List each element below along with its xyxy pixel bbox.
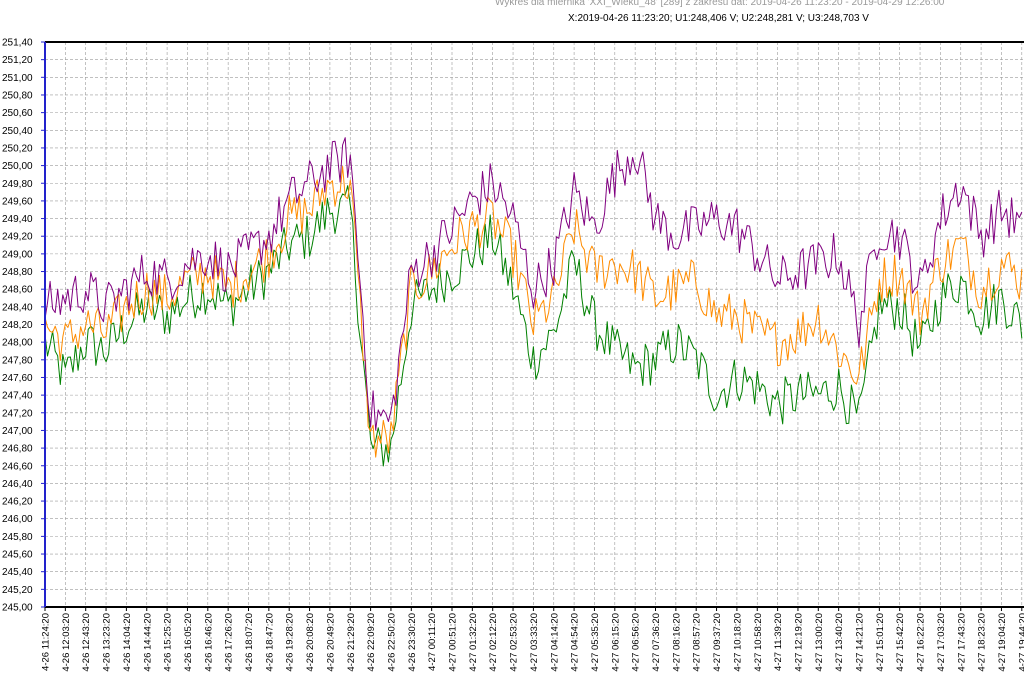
x-tick-label: 4-26 16:46:20 <box>203 613 214 672</box>
x-tick-label: 4-26 18:47:20 <box>264 613 275 672</box>
x-tick-label: 4-26 16:05:20 <box>183 613 194 672</box>
y-tick-label: 245,60 <box>2 550 33 561</box>
y-tick-label: 248,80 <box>2 267 33 278</box>
y-tick-label: 249,00 <box>2 249 33 260</box>
y-tick-label: 246,20 <box>2 497 33 508</box>
series-line-2 <box>44 165 1023 458</box>
y-tick-label: 251,20 <box>2 55 33 66</box>
x-tick-label: 4-26 22:50:20 <box>386 613 397 672</box>
y-tick-label: 249,80 <box>2 179 33 190</box>
x-tick-label: 4-27 18:23:20 <box>977 613 988 672</box>
x-tick-label: 4-27 02:12:20 <box>488 613 499 672</box>
y-tick-label: 247,60 <box>2 373 33 384</box>
y-tick-label: 251,40 <box>2 38 33 49</box>
series-line-1 <box>44 137 1023 431</box>
x-tick-label: 4-27 17:03:20 <box>936 613 947 672</box>
x-tick-label: 4-27 00:11:20 <box>427 613 438 671</box>
y-tick-label: 249,40 <box>2 214 33 225</box>
x-tick-label: 4-27 09:37:20 <box>712 613 723 672</box>
x-tick-label: 4-27 11:39:20 <box>773 613 784 671</box>
x-tick-label: 4-26 20:49:20 <box>325 613 336 672</box>
chart-title: Wykres dla miernika 'XXI_Wieku_48' [289]… <box>495 0 945 8</box>
y-tick-label: 245,20 <box>2 585 33 596</box>
x-tick-label: 4-26 23:30:20 <box>407 613 418 672</box>
x-tick-label: 4-27 07:36:20 <box>651 613 662 672</box>
x-tick-label: 4-26 21:29:20 <box>346 613 357 672</box>
x-tick-label: 4-27 13:40:20 <box>834 613 845 672</box>
y-tick-label: 247,40 <box>2 391 33 402</box>
y-tick-label: 248,40 <box>2 302 33 313</box>
y-tick-label: 250,00 <box>2 161 33 172</box>
x-tick-label: 4-26 22:09:20 <box>366 613 377 672</box>
x-tick-label: 4-26 14:04:20 <box>122 613 133 672</box>
x-tick-label: 4-27 02:53:20 <box>509 613 520 672</box>
y-tick-label: 250,80 <box>2 90 33 101</box>
y-tick-label: 246,60 <box>2 461 33 472</box>
x-tick-label: 4-27 04:14:20 <box>549 613 560 672</box>
y-tick-label: 250,60 <box>2 108 33 119</box>
x-tick-label: 4-27 04:54:20 <box>570 613 581 672</box>
x-tick-label: 4-27 16:22:20 <box>916 613 927 672</box>
series-area <box>44 137 1023 467</box>
cursor-readout: X:2019-04-26 11:23:20; U1:248,406 V; U2:… <box>568 13 869 24</box>
y-tick-label: 249,20 <box>2 232 33 243</box>
x-tick-label: 4-27 17:43:20 <box>956 613 967 672</box>
x-tick-label: 4-26 18:07:20 <box>244 613 255 672</box>
x-tick-label: 4-26 20:08:20 <box>305 613 316 672</box>
x-tick-label: 4-26 15:25:20 <box>163 613 174 672</box>
y-tick-label: 250,20 <box>2 143 33 154</box>
x-tick-label: 4-27 03:33:20 <box>529 613 540 672</box>
x-tick-label: 4-27 15:42:20 <box>895 613 906 672</box>
x-tick-label: 4-27 19:44:20 <box>1017 613 1024 672</box>
y-tick-label: 246,80 <box>2 444 33 455</box>
x-tick-label: 4-27 06:15:20 <box>610 613 621 672</box>
y-tick-label: 251,00 <box>2 73 33 84</box>
x-tick-label: 4-26 12:03:20 <box>61 613 72 672</box>
x-tick-label: 4-27 05:35:20 <box>590 613 601 672</box>
x-tick-label: 4-26 19:28:20 <box>285 613 296 672</box>
x-tick-label: 4-27 08:16:20 <box>671 613 682 672</box>
x-tick-label: 4-27 15:01:20 <box>875 613 886 672</box>
y-tick-label: 247,00 <box>2 426 33 437</box>
y-tick-label: 245,80 <box>2 532 33 543</box>
y-tick-label: 250,40 <box>2 126 33 137</box>
y-tick-label: 245,00 <box>2 603 33 614</box>
x-tick-label: 4-27 08:57:20 <box>692 613 703 672</box>
x-axis-tick-labels: 4-26 11:24:20 4-26 12:03:20 4-26 12:43:20 4… <box>41 607 1024 672</box>
x-tick-label: 4-26 14:44:20 <box>142 613 153 672</box>
y-tick-label: 246,00 <box>2 514 33 525</box>
x-tick-label: 4-27 10:18:20 <box>732 613 743 672</box>
x-tick-label: 4-27 12:19:20 <box>793 613 804 672</box>
series-line-3 <box>44 185 1023 467</box>
x-tick-label: 4-27 14:21:20 <box>855 613 866 672</box>
x-tick-label: 4-26 12:43:20 <box>81 613 92 672</box>
x-tick-label: 4-27 01:32:20 <box>468 613 479 672</box>
x-tick-label: 4-26 13:23:20 <box>102 613 113 672</box>
x-tick-label: 4-26 11:24:20 <box>41 613 52 671</box>
y-tick-label: 248,20 <box>2 320 33 331</box>
y-tick-label: 245,40 <box>2 567 33 578</box>
x-tick-label: 4-27 19:04:20 <box>997 613 1008 672</box>
y-tick-label: 249,60 <box>2 196 33 207</box>
x-tick-label: 4-27 06:56:20 <box>631 613 642 672</box>
y-tick-label: 246,40 <box>2 479 33 490</box>
y-axis-tick-labels: 245,00 245,20 245,40 245,60 245,80 246,00 246,… <box>2 38 45 614</box>
y-tick-label: 247,80 <box>2 355 33 366</box>
y-tick-label: 248,00 <box>2 338 33 349</box>
y-tick-label: 247,20 <box>2 408 33 419</box>
x-tick-label: 4-27 00:51:20 <box>448 613 459 672</box>
x-tick-label: 4-27 10:58:20 <box>753 613 764 672</box>
y-tick-label: 248,60 <box>2 285 33 296</box>
x-tick-label: 4-27 13:00:20 <box>814 613 825 672</box>
x-tick-label: 4-26 17:26:20 <box>224 613 235 672</box>
